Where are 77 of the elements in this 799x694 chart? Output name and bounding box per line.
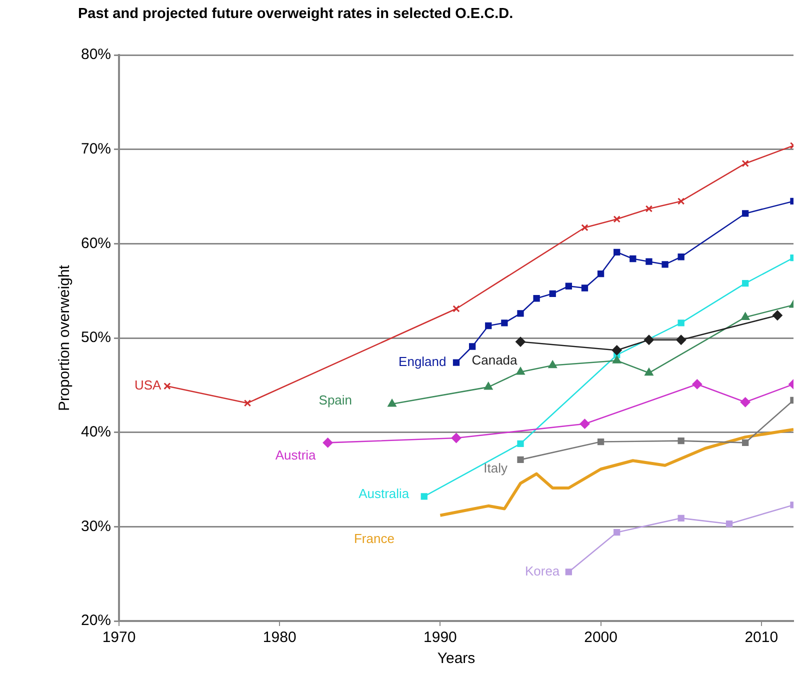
point <box>740 397 750 408</box>
point <box>581 224 588 232</box>
point <box>452 359 460 366</box>
point <box>645 205 653 212</box>
point <box>678 514 684 522</box>
y-axis-title: Proportion overweight <box>56 264 74 411</box>
series-label: Canada <box>472 352 518 368</box>
point <box>614 529 620 536</box>
point <box>548 360 558 368</box>
point <box>692 379 702 390</box>
y-tick-label: 30% <box>80 518 112 535</box>
point <box>613 216 620 223</box>
point <box>678 254 684 260</box>
y-tick-label: 20% <box>80 612 112 630</box>
point <box>612 356 622 364</box>
point <box>565 568 572 576</box>
y-tick-label: 50% <box>80 329 112 346</box>
point <box>772 310 782 320</box>
point <box>581 284 588 292</box>
point <box>533 295 540 302</box>
x-tick-label: 2000 <box>584 629 618 646</box>
y-tick-label: 80% <box>80 46 112 64</box>
x-tick-label: 1990 <box>424 629 457 646</box>
x-tick-label: 2010 <box>744 629 778 646</box>
point <box>678 198 685 205</box>
series-label: USA <box>134 378 162 393</box>
point <box>742 160 749 168</box>
point <box>676 334 686 345</box>
point <box>452 305 460 312</box>
text: France <box>354 530 394 546</box>
series-label: England <box>398 354 446 370</box>
point <box>516 366 525 375</box>
x-tick-label: 1970 <box>102 629 136 646</box>
y-tick-label: 40% <box>80 423 112 440</box>
series-label: Austria <box>275 447 317 462</box>
point <box>517 440 524 447</box>
text: Spain <box>318 392 352 408</box>
point <box>644 334 654 345</box>
point <box>580 418 590 429</box>
series-label: Australia <box>358 486 410 502</box>
point <box>646 258 652 265</box>
point <box>726 520 733 528</box>
point <box>740 312 750 320</box>
point <box>678 437 684 444</box>
x-tick-label: 1980 <box>262 629 296 646</box>
point <box>244 400 252 407</box>
point <box>501 320 508 326</box>
point <box>549 290 556 297</box>
point <box>388 399 396 407</box>
point <box>597 438 604 446</box>
point <box>630 255 636 262</box>
series-label: Italy <box>484 460 508 476</box>
point <box>322 438 333 448</box>
point <box>742 439 749 446</box>
point <box>597 270 604 278</box>
point <box>451 432 462 443</box>
point <box>485 322 492 330</box>
point <box>614 248 620 256</box>
point <box>662 261 668 268</box>
point <box>515 336 526 347</box>
point <box>164 382 171 390</box>
y-tick-label: 60% <box>80 234 112 252</box>
x-axis-title: Years <box>437 650 476 668</box>
point <box>484 382 493 390</box>
y-tick-label: 70% <box>80 140 112 158</box>
point <box>468 343 476 350</box>
series-label: Korea <box>524 564 560 579</box>
point <box>644 368 654 376</box>
point <box>612 345 622 356</box>
point <box>517 310 524 317</box>
point <box>678 320 684 326</box>
point <box>420 493 428 500</box>
point <box>565 282 572 290</box>
point <box>742 210 749 217</box>
chart-title: Past and projected future overweight rates in selected O.E.C.D. <box>78 6 514 22</box>
point <box>517 456 524 464</box>
point <box>742 280 749 287</box>
